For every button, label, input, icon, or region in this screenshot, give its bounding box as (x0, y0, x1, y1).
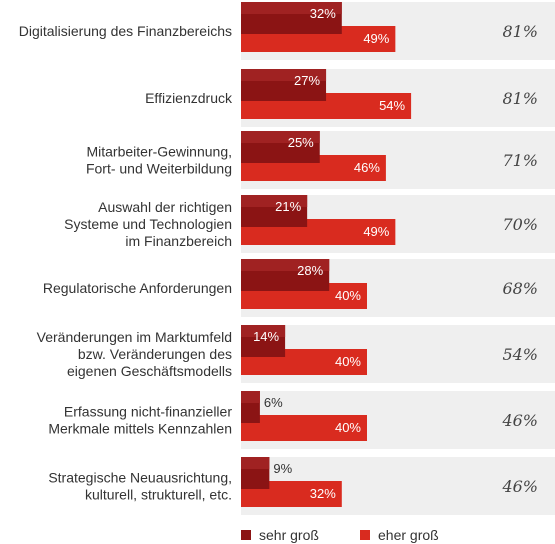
bar-value-label: 25% (288, 135, 314, 150)
bar-highlight (241, 457, 270, 469)
bar-value-label: 32% (310, 6, 336, 21)
bar-highlight (241, 259, 330, 271)
bar-value-label: 32% (310, 486, 336, 501)
category-label: Digitalisierung des Finanzbereichs (19, 23, 232, 39)
bar-value-label: 40% (335, 354, 361, 369)
total-value: 71% (502, 151, 538, 170)
bar-highlight (241, 2, 342, 14)
bar-value-label: 21% (275, 199, 301, 214)
category-label: Effizienzdruck (145, 90, 233, 106)
bar-highlight (241, 131, 320, 143)
bar-highlight (241, 195, 308, 207)
category-label: Regulatorische Anforderungen (43, 280, 232, 296)
bar-value-label: 9% (273, 461, 292, 476)
bar-eher-gross (241, 415, 367, 441)
bar-value-label: 28% (297, 263, 323, 278)
bar-value-label: 14% (253, 329, 279, 344)
total-value: 68% (502, 279, 538, 298)
total-value: 46% (501, 411, 538, 430)
category-label: Auswahl der richtigen Systeme und Technol… (64, 199, 232, 249)
bar-value-label: 49% (363, 224, 389, 239)
legend-swatch (360, 530, 370, 540)
bar-value-label: 54% (379, 98, 405, 113)
bar-value-label: 49% (363, 31, 389, 46)
category-label: Veränderungen im Marktumfeld bzw. Verände… (37, 329, 232, 379)
total-value: 54% (502, 345, 538, 364)
total-value: 81% (502, 22, 538, 41)
bar-highlight (241, 391, 260, 403)
legend-swatch (241, 530, 251, 540)
bar-value-label: 40% (335, 288, 361, 303)
bar-highlight (241, 69, 327, 81)
total-value: 70% (502, 215, 538, 234)
bar-value-label: 46% (354, 160, 380, 175)
category-label: Erfassung nicht-finanzieller Merkmale mit… (48, 404, 232, 437)
total-value: 46% (501, 477, 538, 496)
bar-value-label: 27% (294, 73, 320, 88)
bar-value-label: 40% (335, 420, 361, 435)
bar-value-label: 6% (264, 395, 283, 410)
legend-label: sehr groß (259, 527, 319, 543)
total-value: 81% (502, 89, 538, 108)
bar-highlight (241, 325, 286, 337)
category-label: Strategische Neuausrichtung, kulturell, s… (48, 470, 232, 503)
legend-label: eher groß (378, 527, 439, 543)
category-label: Mitarbeiter-Gewinnung, Fort- und Weiterbi… (86, 144, 232, 177)
